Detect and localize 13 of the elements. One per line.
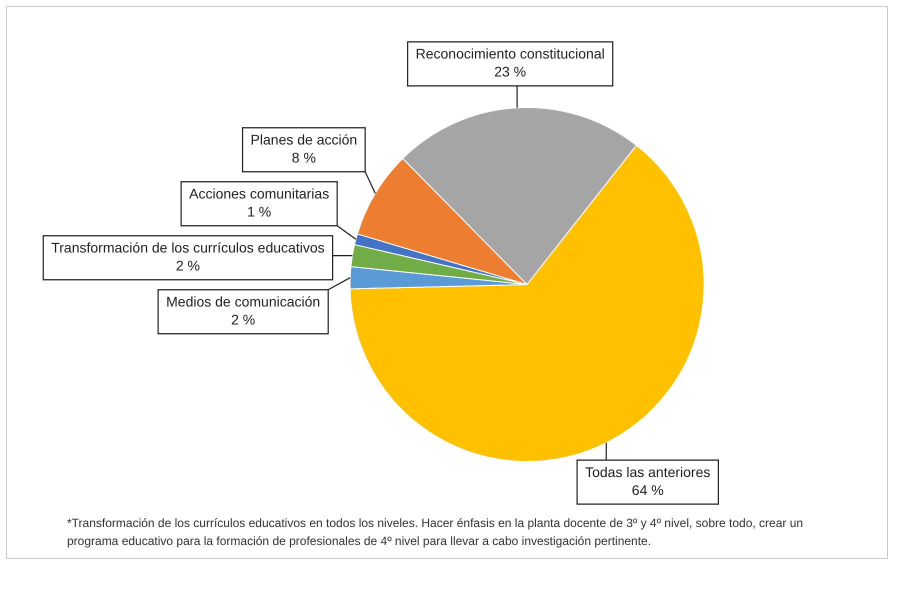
data-label: 23 % [494, 64, 526, 80]
text: *Transformación de los currículos educativos en todos los niveles. Hacer énfasis en la planta docente de 3º y 4º nivel, sobre todo, crear un programa educativo para la formación de profesionales de 4º nivel para llevar a cabo investigación pertinente. [67, 515, 804, 550]
slice-label: Todas las anteriores [585, 464, 710, 480]
slice-label: Reconocimiento constitucional [416, 46, 605, 62]
data-label: 64 % [632, 482, 664, 498]
data-label: 2 % [176, 258, 200, 274]
slice-label: Planes de acción [250, 132, 358, 148]
data-label: 1 % [247, 204, 272, 220]
slice-label: Acciones comunitarias [189, 186, 330, 202]
slice-label: Transformación de los currículos educativos [51, 240, 325, 256]
slice-label: Medios de comunicación [166, 294, 320, 310]
data-label: 8 % [292, 150, 316, 166]
data-label: 2 % [231, 312, 256, 328]
